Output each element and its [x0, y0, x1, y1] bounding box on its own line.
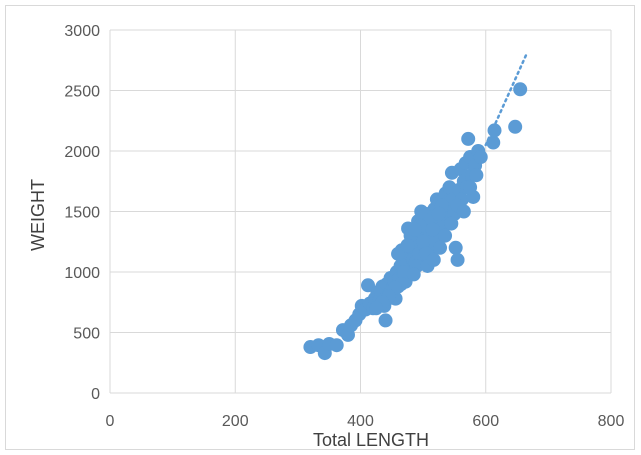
data-point	[425, 222, 440, 237]
data-points	[303, 82, 528, 361]
data-point	[444, 216, 459, 231]
gridlines	[109, 29, 612, 394]
data-point	[438, 228, 453, 243]
data-point	[391, 246, 406, 261]
data-point	[486, 135, 501, 150]
data-point	[329, 338, 344, 353]
data-point	[513, 82, 528, 97]
y-tick-label: 2000	[64, 144, 100, 161]
data-point	[433, 240, 448, 255]
y-tick-label: 1500	[64, 205, 100, 222]
tick-labels: 0 500 1000 1500 2000 2500 3000 0 200 400 600 800	[64, 23, 624, 430]
x-tick-label: 800	[598, 413, 625, 430]
data-point	[463, 180, 478, 195]
data-point	[456, 204, 471, 219]
x-axis-title: Total LENGTH	[313, 430, 429, 450]
y-tick-label: 0	[91, 386, 100, 403]
y-tick-label: 2500	[64, 84, 100, 101]
x-tick-label: 0	[106, 413, 115, 430]
data-point	[400, 238, 415, 253]
data-point	[448, 240, 463, 255]
data-point	[473, 150, 488, 165]
y-axis-title: WEIGHT	[28, 179, 48, 251]
trendline-segment	[484, 52, 528, 147]
data-point	[414, 204, 429, 219]
x-tick-label: 600	[472, 413, 499, 430]
data-point	[487, 123, 502, 138]
data-point	[431, 206, 446, 221]
data-point	[469, 168, 484, 183]
data-point	[461, 131, 476, 146]
data-point	[508, 119, 523, 134]
data-point	[416, 234, 431, 249]
trendline	[484, 52, 528, 147]
data-point	[378, 313, 393, 328]
y-tick-label: 1000	[64, 265, 100, 282]
data-point	[407, 222, 422, 237]
data-point	[406, 267, 421, 282]
y-tick-label: 500	[73, 326, 100, 343]
x-tick-label: 400	[347, 413, 374, 430]
data-point	[369, 301, 384, 316]
x-tick-label: 200	[222, 413, 249, 430]
y-tick-label: 3000	[64, 23, 100, 40]
data-point	[450, 252, 465, 267]
data-point	[426, 252, 441, 267]
